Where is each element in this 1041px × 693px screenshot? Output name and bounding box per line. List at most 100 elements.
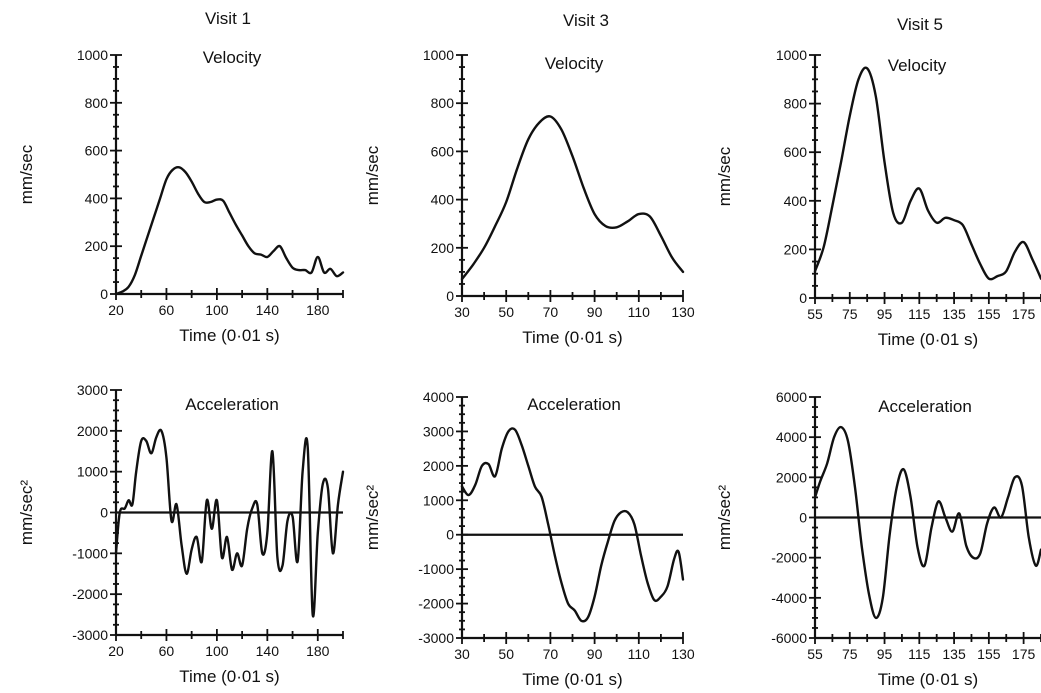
- y-tick-label: 1000: [423, 47, 454, 63]
- y-axis-label: mm/sec²: [17, 480, 36, 546]
- x-tick-label: 55: [807, 306, 823, 322]
- visit-title: Visit 5: [897, 15, 943, 34]
- x-tick-label: 135: [942, 646, 966, 662]
- panel-title: Acceleration: [185, 395, 279, 414]
- series-line-v1-vel: [114, 166, 345, 296]
- x-tick-label: 175: [1012, 306, 1036, 322]
- x-tick-label: 115: [908, 306, 931, 322]
- y-tick-label: 3000: [423, 423, 454, 439]
- x-tick-label: 95: [877, 306, 893, 322]
- x-tick-label: 180: [306, 643, 330, 659]
- chart-panel-v1-vel: Visit 1 Velocity 0 200 400 600 800 1000 20 60 100 1…: [17, 9, 345, 345]
- x-tick-label: 100: [205, 643, 229, 659]
- visit-title: Visit 1: [205, 9, 251, 28]
- x-axis-label: Time (0·01 s): [522, 328, 622, 347]
- y-tick-label: 2000: [77, 423, 108, 439]
- chart-panel-v5-acc: Acceleration -6000 -4000 -2000 0 2000 4000 6000…: [715, 389, 1041, 689]
- y-tick-label: 6000: [776, 389, 807, 405]
- x-tick-label: 90: [587, 646, 603, 662]
- y-tick-label: 1000: [77, 47, 108, 63]
- x-axis-label: Time (0·01 s): [878, 330, 978, 349]
- y-tick-label: 0: [799, 290, 807, 306]
- y-tick-label: -4000: [771, 590, 807, 606]
- y-tick-label: 0: [446, 527, 454, 543]
- y-tick-label: -3000: [418, 630, 454, 646]
- y-axis-label: mm/sec: [363, 145, 382, 205]
- y-tick-label: 400: [431, 192, 455, 208]
- y-tick-label: 4000: [776, 429, 807, 445]
- panel-title: Velocity: [203, 48, 262, 67]
- x-tick-label: 155: [977, 306, 1001, 322]
- y-tick-label: 600: [431, 143, 455, 159]
- x-tick-label: 60: [159, 302, 175, 318]
- y-tick-label: -2000: [72, 586, 108, 602]
- x-tick-label: 50: [498, 304, 514, 320]
- x-axis-label: Time (0·01 s): [522, 670, 622, 689]
- y-tick-label: 3000: [77, 382, 108, 398]
- y-tick-label: 600: [85, 143, 109, 159]
- x-tick-label: 75: [842, 306, 858, 322]
- x-tick-label: 20: [108, 302, 124, 318]
- y-tick-label: -2000: [418, 596, 454, 612]
- series-line-v5-vel: [813, 66, 1041, 281]
- x-tick-label: 30: [454, 304, 470, 320]
- x-tick-label: 110: [628, 304, 651, 320]
- y-axis-label: mm/sec²: [715, 485, 734, 551]
- panel-title: Acceleration: [527, 395, 621, 414]
- y-tick-label: 1000: [776, 47, 807, 63]
- y-tick-label: 800: [784, 96, 808, 112]
- x-tick-label: 90: [587, 304, 603, 320]
- x-axis-label: Time (0·01 s): [179, 326, 279, 345]
- x-tick-label: 75: [842, 646, 858, 662]
- panel-title: Velocity: [545, 54, 604, 73]
- y-tick-label: -1000: [72, 545, 108, 561]
- y-tick-label: 400: [85, 190, 109, 206]
- x-tick-label: 175: [1012, 646, 1036, 662]
- y-tick-label: 0: [799, 510, 807, 526]
- y-tick-label: 1000: [423, 492, 454, 508]
- x-tick-label: 140: [256, 302, 280, 318]
- y-tick-label: 800: [431, 95, 455, 111]
- y-tick-label: 0: [100, 286, 108, 302]
- x-tick-label: 55: [807, 646, 823, 662]
- y-tick-label: -2000: [771, 550, 807, 566]
- series-line-v3-vel: [460, 115, 685, 281]
- x-tick-label: 60: [159, 643, 175, 659]
- y-tick-label: 200: [85, 238, 109, 254]
- chart-panel-v3-acc: Acceleration -3000 -2000 -1000 0 1000 2000 3000…: [363, 389, 695, 689]
- y-tick-label: 0: [100, 505, 108, 521]
- y-tick-label: 0: [446, 288, 454, 304]
- y-tick-label: 200: [431, 240, 455, 256]
- y-tick-label: 2000: [423, 458, 454, 474]
- x-tick-label: 95: [877, 646, 893, 662]
- y-axis-label: mm/sec: [715, 146, 734, 206]
- x-axis-label: Time (0·01 s): [179, 667, 279, 686]
- y-tick-label: 4000: [423, 389, 454, 405]
- series-line-v1-acc: [114, 428, 345, 618]
- x-tick-label: 180: [306, 302, 330, 318]
- x-tick-label: 30: [454, 646, 470, 662]
- x-tick-label: 130: [671, 304, 695, 320]
- y-axis-label: mm/sec: [17, 144, 36, 204]
- y-tick-label: -3000: [72, 627, 108, 643]
- y-tick-label: 400: [784, 193, 808, 209]
- chart-panel-v3-vel: Visit 3 Velocity 0 200 400 600 800 1000 30 50 70 90…: [363, 11, 695, 347]
- x-axis-label: Time (0·01 s): [878, 670, 978, 689]
- panel-title: Velocity: [888, 56, 947, 75]
- x-tick-label: 155: [977, 646, 1001, 662]
- y-tick-label: 2000: [776, 469, 807, 485]
- chart-panel-v5-vel: Visit 5 Velocity 0 200 400 600 800 1000 55 75 95 11…: [715, 15, 1041, 349]
- chart-panel-v1-acc: Acceleration -3000 -2000 -1000 0 1000 2000 3000…: [17, 382, 345, 686]
- x-tick-label: 70: [543, 646, 559, 662]
- y-tick-label: 600: [784, 144, 808, 160]
- visit-title: Visit 3: [563, 11, 609, 30]
- y-tick-label: -6000: [771, 630, 807, 646]
- x-tick-label: 70: [543, 304, 559, 320]
- x-tick-label: 100: [205, 302, 229, 318]
- y-tick-label: 800: [85, 95, 109, 111]
- x-tick-label: 50: [498, 646, 514, 662]
- series-line-v5-acc: [813, 425, 1041, 620]
- x-tick-label: 140: [256, 643, 280, 659]
- y-tick-label: 200: [784, 241, 808, 257]
